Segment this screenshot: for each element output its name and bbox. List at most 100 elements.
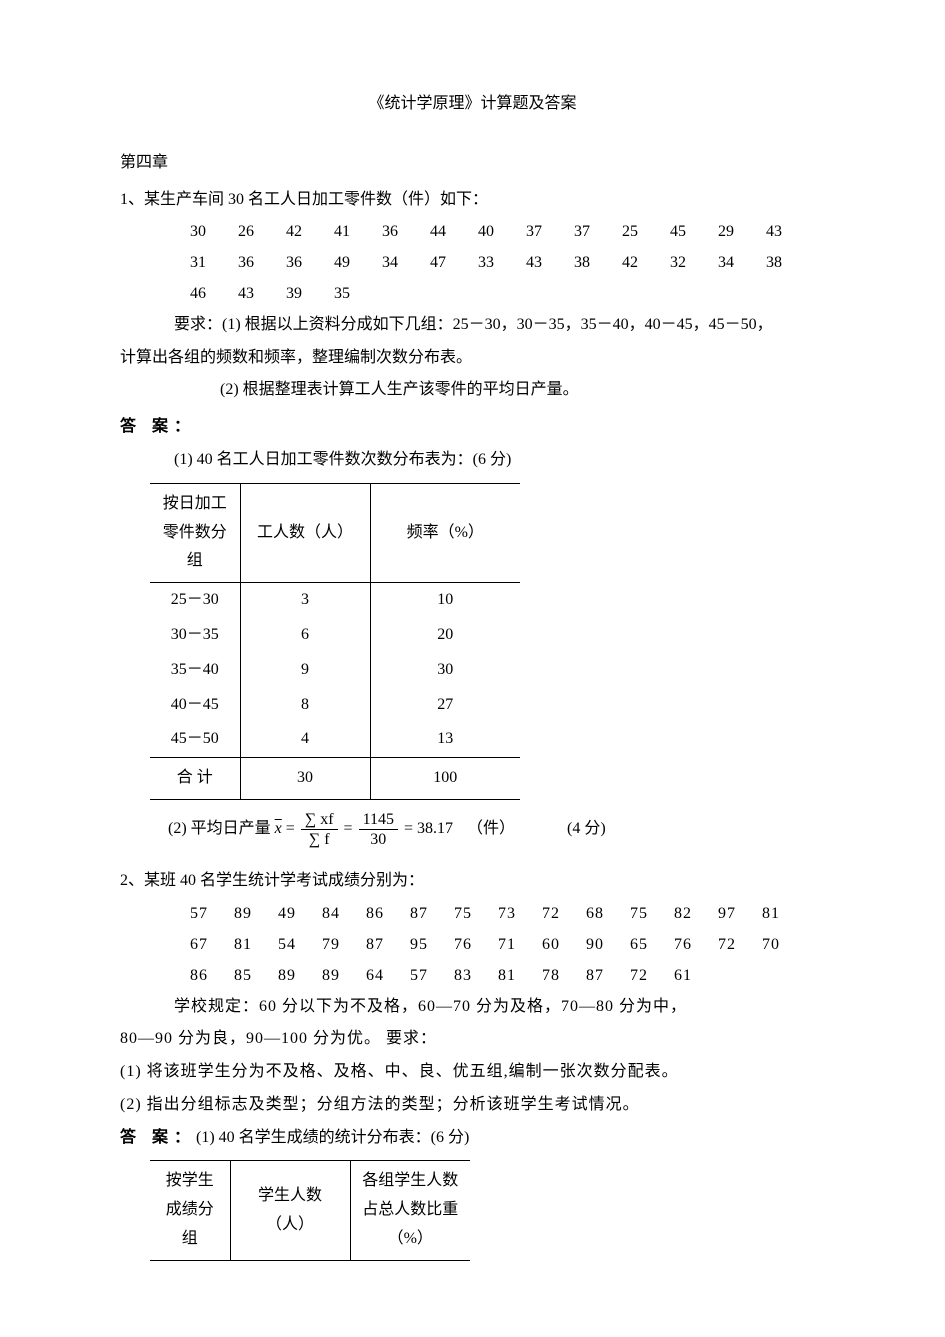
v: 81 — [234, 931, 278, 960]
v: 76 — [454, 931, 498, 960]
v: 36 — [238, 249, 286, 278]
v: 86 — [366, 900, 410, 929]
v: 83 — [454, 962, 498, 991]
v: 78 — [542, 962, 586, 991]
frac1: ∑ xf ∑ f — [301, 810, 338, 849]
q2-freq-table: 按学生成绩分组 学生人数（人） 各组学生人数占总人数比重（%） — [150, 1160, 470, 1260]
th: 学生人数（人） — [230, 1161, 350, 1260]
v: 34 — [382, 249, 430, 278]
v: 44 — [430, 218, 478, 247]
q2-answer-line: 答 案：(1) 40 名学生成绩的统计分布表：(6 分) — [120, 1124, 825, 1153]
v: 43 — [238, 280, 286, 309]
v: 61 — [674, 962, 718, 991]
v: 84 — [322, 900, 366, 929]
v: 39 — [286, 280, 334, 309]
q2-data-row1: 5789498486877573726875829781 — [120, 900, 825, 929]
td: 9 — [240, 653, 370, 688]
v: 25 — [622, 218, 670, 247]
q1-freq-table: 按日加工零件数分组 工人数（人） 频率（%） 25－30310 30－35620… — [150, 483, 520, 800]
td: 27 — [370, 688, 520, 723]
v: 71 — [498, 931, 542, 960]
td: 13 — [370, 722, 520, 757]
v: 40 — [478, 218, 526, 247]
v: 72 — [718, 931, 762, 960]
v: 90 — [586, 931, 630, 960]
v: 49 — [278, 900, 322, 929]
v: 60 — [542, 931, 586, 960]
v: 65 — [630, 931, 674, 960]
v: 86 — [190, 962, 234, 991]
v: 97 — [718, 900, 762, 929]
v: 75 — [454, 900, 498, 929]
v: 45 — [670, 218, 718, 247]
v: 26 — [238, 218, 286, 247]
v: 81 — [498, 962, 542, 991]
q2-stem: 2、某班 40 名学生统计学考试成绩分别为： — [120, 867, 825, 896]
v: 57 — [190, 900, 234, 929]
v: 54 — [278, 931, 322, 960]
v: 46 — [190, 280, 238, 309]
v: 68 — [586, 900, 630, 929]
td: 3 — [240, 583, 370, 618]
v: 49 — [334, 249, 382, 278]
q2-answer-label: 答 案： — [120, 1129, 196, 1146]
v: 33 — [478, 249, 526, 278]
v: 43 — [766, 218, 814, 247]
v: 36 — [382, 218, 430, 247]
th: 工人数（人） — [240, 483, 370, 582]
q1-answer-label: 答 案： — [120, 413, 825, 442]
num: 1145 — [359, 810, 398, 830]
q2-data-row2: 6781547987957671609065767270 — [120, 931, 825, 960]
q1-stem: 1、某生产车间 30 名工人日加工零件数（件）如下： — [120, 186, 825, 215]
td-sum: 100 — [370, 758, 520, 800]
v: 30 — [190, 218, 238, 247]
v: 87 — [366, 931, 410, 960]
v: 38 — [766, 249, 814, 278]
td: 45－50 — [150, 722, 240, 757]
v: 34 — [718, 249, 766, 278]
q2-ans1: (1) 40 名学生成绩的统计分布表：(6 分) — [196, 1129, 469, 1146]
chapter-label: 第四章 — [120, 149, 825, 178]
v: 72 — [630, 962, 674, 991]
q1-req2: (2) 根据整理表计算工人生产该零件的平均日产量。 — [120, 376, 825, 405]
td: 30－35 — [150, 618, 240, 653]
td: 20 — [370, 618, 520, 653]
q2-rule2: 80—90 分为良，90—100 分为优。 要求： — [120, 1025, 825, 1054]
v: 57 — [410, 962, 454, 991]
q2-r1: (1) 将该班学生分为不及格、及格、中、良、优五组,编制一张次数分配表。 — [120, 1058, 825, 1087]
th: 按日加工零件数分组 — [150, 483, 240, 582]
v: 42 — [286, 218, 334, 247]
td: 40－45 — [150, 688, 240, 723]
v: 36 — [286, 249, 334, 278]
v: 38 — [574, 249, 622, 278]
v: 89 — [322, 962, 366, 991]
v: 79 — [322, 931, 366, 960]
den: 30 — [366, 830, 390, 849]
v: 32 — [670, 249, 718, 278]
v: 70 — [762, 931, 806, 960]
frac2: 1145 30 — [359, 810, 398, 849]
q1-data-row3: 46433935 — [120, 280, 825, 309]
td: 6 — [240, 618, 370, 653]
v: 95 — [410, 931, 454, 960]
td: 30 — [370, 653, 520, 688]
pts: (4 分) — [567, 815, 606, 844]
td: 10 — [370, 583, 520, 618]
q2-data-row3: 868589896457838178877261 — [120, 962, 825, 991]
v: 76 — [674, 931, 718, 960]
v: 29 — [718, 218, 766, 247]
v: 89 — [234, 900, 278, 929]
eq: = — [344, 815, 353, 844]
q2-rule: 学校规定：60 分以下为不及格，60—70 分为及格，70—80 分为中， — [120, 993, 825, 1022]
th: 频率（%） — [370, 483, 520, 582]
th: 按学生成绩分组 — [150, 1161, 230, 1260]
q1-ans1: (1) 40 名工人日加工零件数次数分布表为：(6 分) — [120, 446, 825, 475]
td-sum: 合 计 — [150, 758, 240, 800]
v: 75 — [630, 900, 674, 929]
v: 35 — [334, 280, 382, 309]
doc-title: 《统计学原理》计算题及答案 — [120, 90, 825, 119]
xbar: x — [275, 815, 282, 844]
v: 42 — [622, 249, 670, 278]
td: 35－40 — [150, 653, 240, 688]
v: 89 — [278, 962, 322, 991]
